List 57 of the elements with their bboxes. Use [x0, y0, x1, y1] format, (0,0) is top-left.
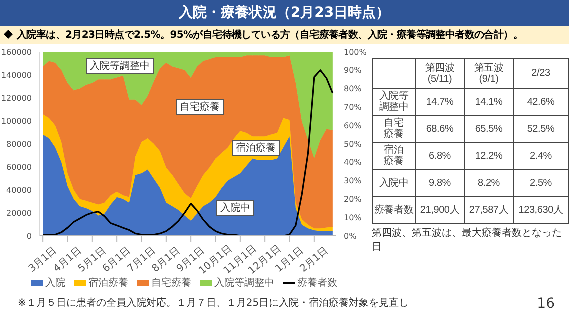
- y2-tick-label: 0%: [344, 232, 358, 241]
- text: 6.8%: [416, 142, 464, 170]
- text: 2/23: [514, 58, 568, 88]
- legend-label: 宿泊療養: [88, 276, 128, 290]
- y2-tick-label: 30%: [344, 176, 362, 186]
- text: 2.4%: [514, 142, 568, 170]
- y2-tick-label: 90%: [344, 66, 362, 76]
- y2-tick-label: 50%: [344, 140, 362, 149]
- text: 21,900人: [416, 196, 464, 224]
- annotation: 自宅療養: [176, 99, 224, 116]
- y-tick-label: 140000: [1, 70, 32, 80]
- text: 9.8%: [416, 170, 464, 196]
- text: 8.2%: [464, 170, 514, 196]
- chart-subtitle: 入院率は、2月23日時点で2.5%。95%が自宅待機している方（自宅療養者数、入院・療養等調整中者数の合計）。: [0, 26, 569, 44]
- legend-label: 療養者数: [296, 276, 338, 290]
- y-tick-label: 0: [26, 232, 32, 241]
- text: 第四波 (5/11): [416, 58, 464, 88]
- text: 14.7%: [416, 88, 464, 116]
- text: 16: [537, 296, 555, 312]
- text: ※１月５日に患者の全員入院対応。１月７日、１月25日に入院・宿泊療養対象を見直し: [18, 296, 410, 311]
- y-tick-label: 160000: [1, 48, 32, 57]
- y2-tick-label: 20%: [344, 195, 362, 204]
- annotation: 宿泊療養: [232, 140, 280, 156]
- text: 第四波、第五波は、最大療養者数となった日: [372, 226, 563, 254]
- text: 2.5%: [514, 170, 568, 196]
- text: 自宅療養: [384, 118, 404, 140]
- text: 第五波 (9/1): [464, 58, 514, 88]
- text: 65.5%: [464, 116, 514, 142]
- y2-tick-label: 80%: [344, 84, 362, 94]
- text: 52.5%: [514, 116, 568, 142]
- text: 14.1%: [464, 88, 514, 116]
- y2-tick-label: 60%: [344, 121, 362, 130]
- y-tick-label: 20000: [6, 208, 32, 218]
- annotation: 入院等調整中: [86, 58, 154, 74]
- text: 27,587人: [464, 196, 514, 224]
- text: 療養者数: [372, 196, 416, 224]
- y-tick-label: 120000: [1, 94, 32, 103]
- annotation: 入院中: [216, 200, 254, 216]
- y-tick-label: 40000: [6, 186, 32, 195]
- text: 入院中: [372, 170, 416, 196]
- y-tick-label: 60000: [6, 162, 32, 172]
- legend-label: 入院: [44, 276, 66, 290]
- text: 入院等調整中: [379, 91, 409, 113]
- text: 123,630人: [514, 196, 568, 224]
- y-tick-label: 80000: [6, 140, 32, 149]
- y-tick-label: 100000: [1, 116, 32, 126]
- legend-label: 入院等調整中: [214, 276, 274, 290]
- text: 42.6%: [514, 88, 568, 116]
- chart-title: 入院・療養状況（2月23日時点）: [0, 0, 569, 26]
- text: 宿泊療養: [384, 145, 404, 167]
- text: 68.6%: [416, 116, 464, 142]
- y2-tick-label: 70%: [344, 103, 362, 112]
- text: 12.2%: [464, 142, 514, 170]
- y2-tick-label: 100%: [344, 48, 368, 57]
- y2-tick-label: 10%: [344, 213, 362, 222]
- legend-label: 自宅療養: [150, 276, 192, 290]
- y2-tick-label: 40%: [344, 158, 362, 168]
